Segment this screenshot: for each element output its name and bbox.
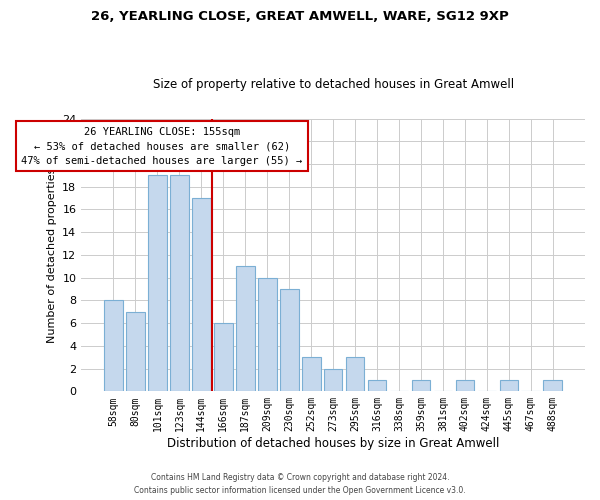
X-axis label: Distribution of detached houses by size in Great Amwell: Distribution of detached houses by size … (167, 437, 499, 450)
Bar (500, 380, 518, 392)
Bar (544, 380, 562, 392)
Bar (192, 198, 211, 392)
Text: 26 YEARLING CLOSE: 155sqm
← 53% of detached houses are smaller (62)
47% of semi-: 26 YEARLING CLOSE: 155sqm ← 53% of detac… (21, 126, 302, 166)
Bar (236, 266, 254, 392)
Bar (214, 323, 233, 392)
Y-axis label: Number of detached properties: Number of detached properties (47, 168, 56, 342)
Bar (126, 312, 145, 392)
Bar (324, 368, 343, 392)
Bar (302, 357, 320, 392)
Title: Size of property relative to detached houses in Great Amwell: Size of property relative to detached ho… (152, 78, 514, 91)
Bar (258, 278, 277, 392)
Bar (104, 300, 123, 392)
Bar (170, 176, 189, 392)
Bar (346, 357, 364, 392)
Bar (148, 176, 167, 392)
Bar (412, 380, 430, 392)
Text: 26, YEARLING CLOSE, GREAT AMWELL, WARE, SG12 9XP: 26, YEARLING CLOSE, GREAT AMWELL, WARE, … (91, 10, 509, 23)
Bar (368, 380, 386, 392)
Bar (455, 380, 474, 392)
Bar (280, 289, 299, 392)
Text: Contains HM Land Registry data © Crown copyright and database right 2024.
Contai: Contains HM Land Registry data © Crown c… (134, 474, 466, 495)
